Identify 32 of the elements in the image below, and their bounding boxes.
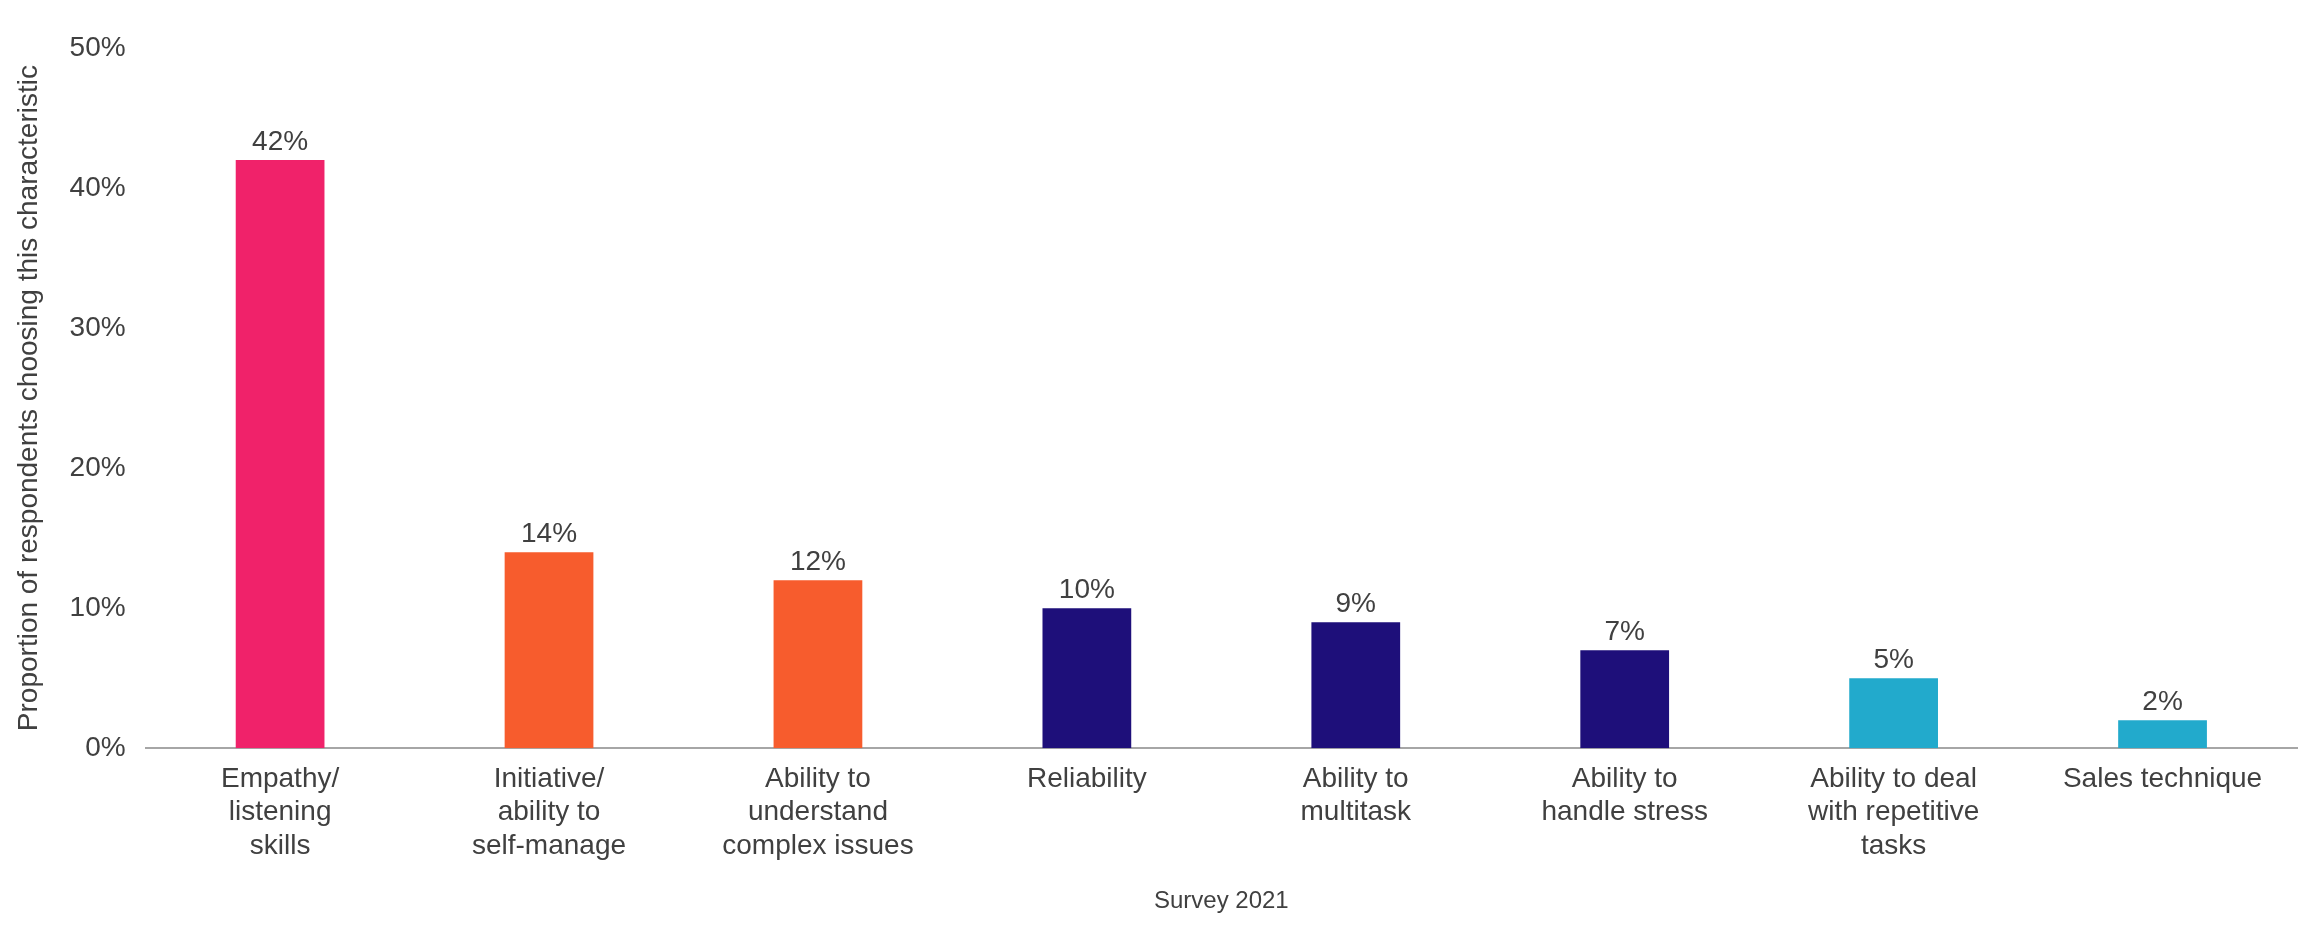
data-label: 12% bbox=[789, 544, 846, 576]
data-label: 10% bbox=[1058, 572, 1115, 604]
y-tick-label: 40% bbox=[69, 170, 126, 202]
bar bbox=[504, 552, 594, 749]
data-label: 42% bbox=[252, 124, 309, 156]
bar bbox=[235, 160, 325, 749]
x-tick-label: Ability to understand complex issues bbox=[722, 761, 914, 860]
x-tick-label: Ability to deal with repetitive tasks bbox=[1807, 761, 1980, 860]
bar bbox=[2118, 720, 2207, 749]
data-label: 9% bbox=[1335, 586, 1377, 618]
y-axis-title: Proportion of respondents choosing this characteristic bbox=[11, 65, 43, 732]
y-tick-label: 50% bbox=[69, 30, 126, 62]
data-label: 2% bbox=[2142, 684, 2183, 716]
bar bbox=[1849, 678, 1938, 749]
x-tick-label: Sales technique bbox=[2062, 761, 2263, 793]
y-tick-label: 20% bbox=[69, 450, 126, 482]
text: Survey 2021 bbox=[1153, 885, 1289, 913]
x-tick-label: Empathy/ listening skills bbox=[220, 761, 340, 860]
data-label: 7% bbox=[1604, 614, 1645, 646]
x-tick-label: Initiative/ ability to self-manage bbox=[471, 761, 627, 860]
x-tick-label: Ability to handle stress bbox=[1541, 761, 1708, 827]
data-label: 14% bbox=[521, 516, 578, 548]
bar bbox=[773, 580, 863, 749]
bar bbox=[1311, 622, 1401, 749]
bar bbox=[1580, 650, 1670, 749]
bar bbox=[1042, 608, 1132, 749]
data-label: 5% bbox=[1873, 642, 1914, 674]
x-tick-label: Reliability bbox=[1026, 761, 1147, 793]
y-tick-label: 30% bbox=[69, 310, 126, 342]
y-tick-label: 0% bbox=[85, 730, 126, 762]
x-tick-label: Ability to multitask bbox=[1300, 761, 1413, 827]
y-tick-label: 10% bbox=[69, 590, 126, 622]
